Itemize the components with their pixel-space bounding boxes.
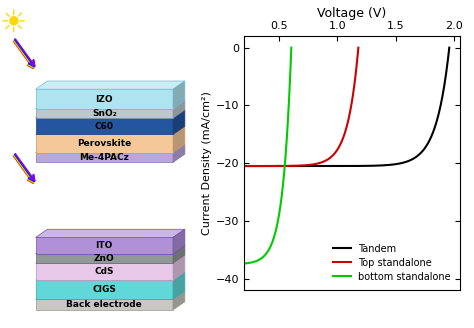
Y-axis label: Current Density (mA/cm²): Current Density (mA/cm²)	[201, 91, 211, 235]
Top standalone	[283, 164, 289, 168]
bottom standalone	[289, 46, 294, 50]
Top standalone	[331, 153, 337, 157]
Polygon shape	[36, 291, 185, 299]
Polygon shape	[36, 109, 173, 118]
Top standalone	[356, 46, 361, 50]
Polygon shape	[36, 299, 173, 310]
Text: Back electrode: Back electrode	[66, 300, 142, 309]
Polygon shape	[173, 255, 185, 280]
Tandem	[342, 164, 347, 168]
bottom standalone	[251, 260, 257, 264]
bottom standalone	[252, 260, 257, 264]
Polygon shape	[36, 254, 173, 263]
Polygon shape	[173, 81, 185, 109]
Tandem	[218, 164, 224, 168]
Text: ☀: ☀	[0, 9, 27, 37]
Tandem	[447, 46, 452, 50]
Tandem	[405, 159, 411, 163]
Polygon shape	[36, 272, 185, 280]
Text: C60: C60	[95, 122, 114, 131]
Polygon shape	[173, 144, 185, 162]
Tandem	[441, 87, 447, 91]
Top standalone	[284, 164, 290, 168]
Polygon shape	[36, 118, 173, 134]
Tandem	[354, 164, 360, 168]
Text: Me-4PACz: Me-4PACz	[80, 153, 129, 162]
Polygon shape	[36, 110, 185, 118]
Text: ITO: ITO	[96, 241, 113, 250]
Polygon shape	[173, 126, 185, 153]
Text: CdS: CdS	[94, 267, 114, 276]
X-axis label: Voltage (V): Voltage (V)	[317, 7, 387, 20]
Top standalone	[352, 77, 358, 81]
Polygon shape	[36, 144, 185, 153]
Polygon shape	[173, 291, 185, 310]
Top standalone	[218, 164, 224, 168]
Line: Top standalone: Top standalone	[221, 48, 358, 166]
Polygon shape	[36, 255, 185, 263]
Line: bottom standalone: bottom standalone	[221, 48, 292, 264]
Legend: Tandem, Top standalone, bottom standalone: Tandem, Top standalone, bottom standalon…	[329, 240, 455, 285]
Polygon shape	[36, 89, 173, 109]
Polygon shape	[36, 101, 185, 109]
Tandem	[328, 164, 334, 168]
Polygon shape	[36, 81, 185, 89]
bottom standalone	[276, 215, 282, 219]
Top standalone	[292, 164, 298, 168]
Polygon shape	[36, 134, 173, 153]
Polygon shape	[36, 246, 185, 254]
Text: SnO₂: SnO₂	[92, 109, 117, 118]
Tandem	[327, 164, 332, 168]
Text: Perovskite: Perovskite	[77, 139, 131, 148]
bottom standalone	[260, 255, 265, 259]
bottom standalone	[287, 86, 292, 90]
Polygon shape	[36, 153, 173, 162]
Polygon shape	[173, 246, 185, 263]
Text: IZO: IZO	[95, 94, 113, 104]
Text: ZnO: ZnO	[94, 254, 115, 263]
Polygon shape	[36, 229, 185, 237]
Polygon shape	[173, 101, 185, 118]
Polygon shape	[173, 229, 185, 254]
Text: CIGS: CIGS	[92, 285, 116, 294]
Polygon shape	[173, 110, 185, 134]
Polygon shape	[36, 237, 173, 254]
Polygon shape	[173, 272, 185, 299]
Polygon shape	[36, 126, 185, 134]
bottom standalone	[256, 258, 262, 262]
Polygon shape	[36, 263, 173, 280]
Top standalone	[300, 163, 306, 167]
Line: Tandem: Tandem	[221, 48, 449, 166]
bottom standalone	[218, 262, 224, 266]
Polygon shape	[36, 280, 173, 299]
